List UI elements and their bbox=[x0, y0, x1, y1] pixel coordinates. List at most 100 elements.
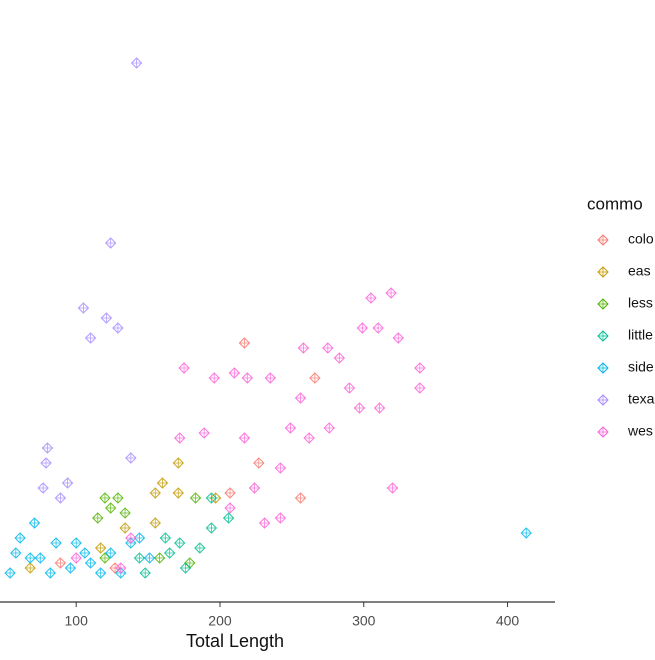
point bbox=[119, 507, 131, 519]
point bbox=[133, 552, 146, 564]
point bbox=[125, 532, 137, 544]
point bbox=[228, 367, 241, 379]
x-tick-label: 200 bbox=[208, 613, 232, 629]
point bbox=[163, 547, 176, 559]
point bbox=[28, 517, 41, 529]
point bbox=[153, 552, 166, 564]
legend-key bbox=[597, 266, 609, 278]
point bbox=[241, 372, 254, 384]
x-tick-label: 100 bbox=[65, 613, 89, 629]
point bbox=[94, 567, 107, 579]
point bbox=[274, 512, 287, 524]
point bbox=[303, 432, 315, 444]
point bbox=[373, 402, 386, 414]
point bbox=[178, 362, 190, 374]
point bbox=[322, 342, 334, 354]
point bbox=[208, 372, 220, 384]
point bbox=[14, 532, 26, 544]
point bbox=[94, 542, 107, 554]
point bbox=[54, 557, 67, 569]
legend-label: wes bbox=[627, 423, 653, 439]
point bbox=[41, 442, 54, 454]
point bbox=[172, 487, 184, 499]
legend-key bbox=[597, 298, 609, 310]
legend-label: texa bbox=[628, 391, 655, 407]
point bbox=[119, 522, 131, 534]
point bbox=[194, 542, 206, 554]
point bbox=[386, 482, 399, 494]
point bbox=[149, 487, 161, 499]
point bbox=[70, 552, 82, 564]
point bbox=[79, 547, 91, 559]
point bbox=[50, 537, 62, 549]
point bbox=[198, 427, 210, 439]
legend-key bbox=[597, 394, 609, 406]
point bbox=[112, 492, 124, 504]
point bbox=[130, 57, 143, 69]
point bbox=[224, 502, 236, 514]
point bbox=[309, 372, 321, 384]
point bbox=[258, 517, 271, 529]
point bbox=[70, 537, 82, 549]
x-axis-title: Total Length bbox=[186, 631, 284, 651]
point bbox=[333, 352, 346, 364]
point bbox=[64, 562, 77, 574]
point bbox=[356, 322, 369, 334]
point bbox=[100, 312, 113, 324]
legend-label: eas bbox=[628, 263, 651, 279]
point bbox=[37, 482, 49, 494]
point bbox=[115, 562, 127, 574]
point bbox=[84, 332, 97, 344]
legend-label: less bbox=[628, 295, 653, 311]
point bbox=[248, 482, 261, 494]
point bbox=[105, 547, 117, 559]
point bbox=[84, 557, 97, 569]
point bbox=[365, 292, 377, 304]
legend-key bbox=[597, 426, 609, 438]
point bbox=[44, 567, 57, 579]
point bbox=[99, 552, 111, 564]
point bbox=[189, 492, 202, 504]
point bbox=[222, 512, 235, 524]
point bbox=[264, 372, 277, 384]
legend-label: side bbox=[628, 359, 654, 375]
point bbox=[353, 402, 366, 414]
point bbox=[284, 422, 297, 434]
point bbox=[105, 502, 117, 514]
point bbox=[139, 567, 151, 579]
point bbox=[294, 492, 307, 504]
point bbox=[54, 492, 67, 504]
point bbox=[520, 527, 532, 539]
point bbox=[10, 547, 22, 559]
point bbox=[77, 302, 90, 314]
point bbox=[105, 237, 117, 249]
point bbox=[156, 477, 169, 489]
point bbox=[112, 322, 124, 334]
x-tick-label: 300 bbox=[352, 613, 376, 629]
point bbox=[99, 492, 111, 504]
point bbox=[274, 462, 287, 474]
point bbox=[224, 487, 236, 499]
point bbox=[24, 552, 36, 564]
point bbox=[40, 457, 52, 469]
point bbox=[414, 362, 426, 374]
point bbox=[294, 392, 307, 404]
point bbox=[414, 382, 426, 394]
legend-label: little bbox=[628, 327, 653, 343]
legend-title: commo bbox=[587, 194, 643, 213]
point bbox=[172, 457, 184, 469]
point bbox=[343, 382, 356, 394]
point bbox=[61, 477, 74, 489]
point bbox=[149, 517, 161, 529]
point bbox=[238, 432, 251, 444]
legend-key bbox=[597, 362, 609, 374]
point bbox=[372, 322, 384, 334]
legend-label: colo bbox=[628, 231, 654, 247]
point bbox=[179, 562, 192, 574]
legend-key bbox=[597, 234, 609, 246]
point bbox=[238, 337, 251, 349]
point bbox=[143, 552, 156, 564]
point bbox=[159, 532, 172, 544]
point bbox=[205, 492, 218, 504]
